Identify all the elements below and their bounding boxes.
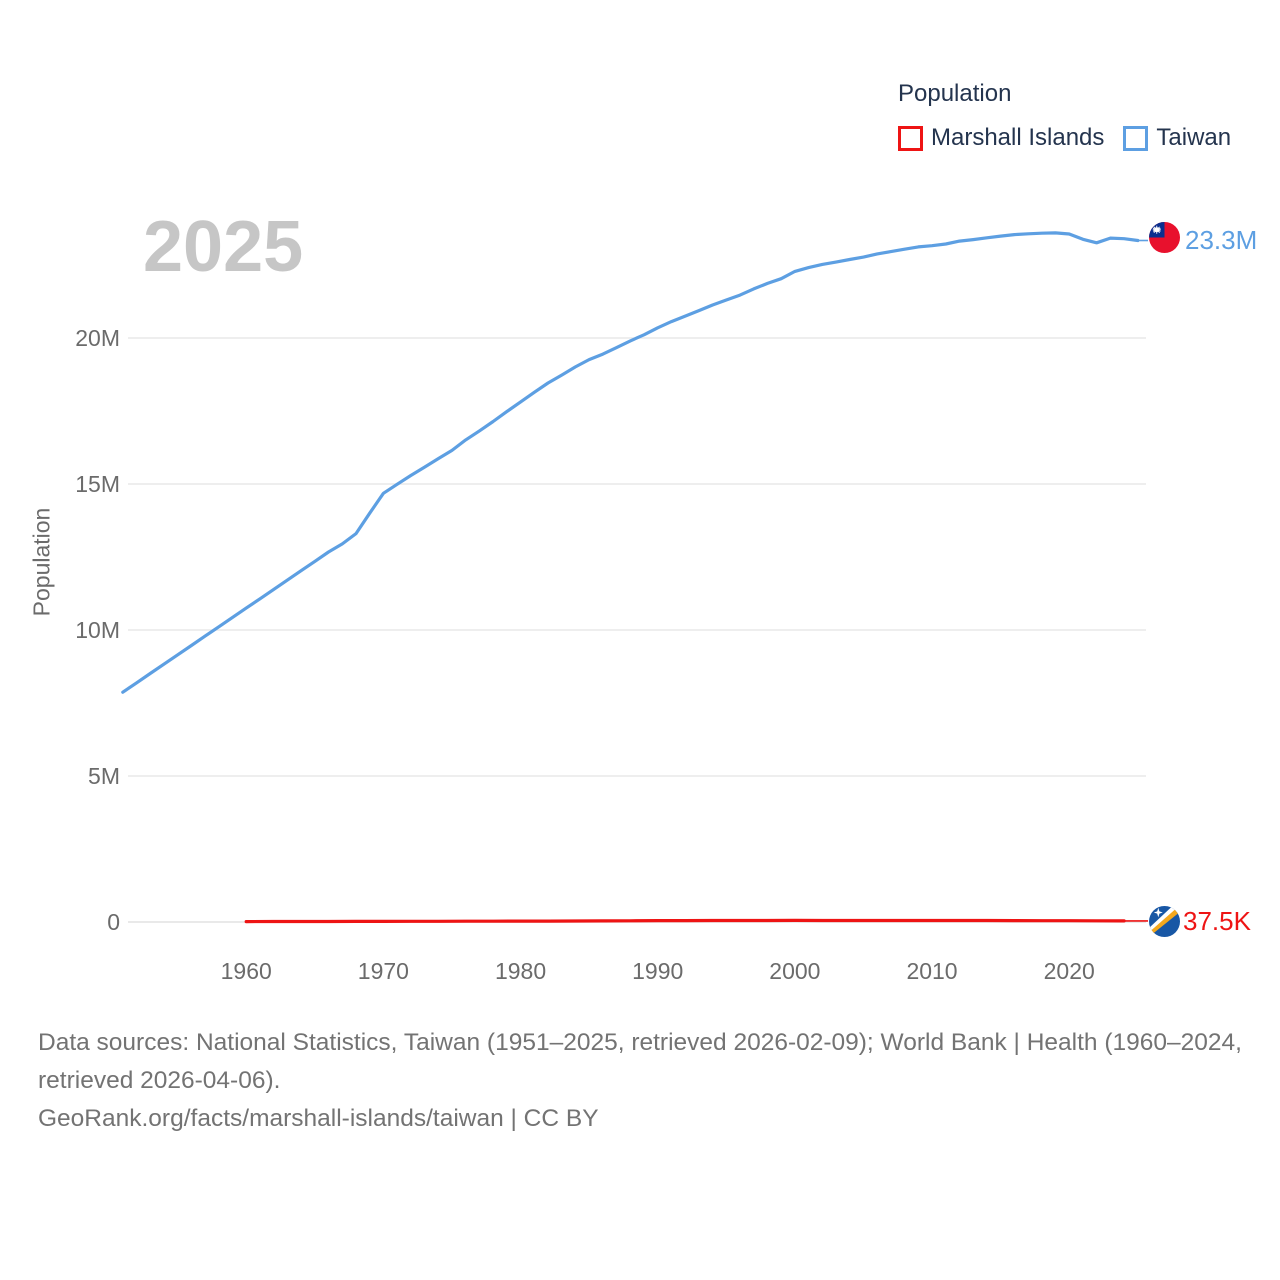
chart-plot-area[interactable]: [0, 0, 1280, 1010]
legend-items: Marshall Islands Taiwan: [898, 124, 1231, 152]
legend-item-label: Taiwan: [1156, 124, 1232, 151]
series-line-marshall-islands[interactable]: [244, 918, 1126, 924]
x-tick-2010: 2010: [906, 958, 958, 984]
legend-item-label: Marshall Islands: [931, 124, 1105, 151]
y-tick-10M: 10M: [75, 617, 120, 643]
legend-item-marshall-islands[interactable]: Marshall Islands: [898, 124, 1104, 152]
x-tick-1980: 1980: [494, 958, 547, 984]
series-line-taiwan[interactable]: [121, 231, 1140, 694]
y-tick-5M: 5M: [88, 763, 120, 789]
watermark-year: 2025: [143, 207, 304, 287]
data-sources-text: Data sources: National Statistics, Taiwa…: [38, 1029, 1242, 1094]
y-tick-15M: 15M: [75, 471, 120, 497]
x-tick-2000: 2000: [769, 958, 821, 984]
attribution-link[interactable]: GeoRank.org/facts/marshall-islands/taiwa…: [38, 1105, 599, 1132]
marshall-islands-flag-icon: [1149, 906, 1180, 937]
x-tick-2020: 2020: [1043, 958, 1095, 984]
footer: Data sources: National Statistics, Taiwa…: [38, 1024, 1253, 1138]
taiwan-flag-icon: [1149, 222, 1180, 253]
x-tick-1990: 1990: [632, 958, 684, 984]
legend-item-taiwan[interactable]: Taiwan: [1123, 124, 1231, 152]
y-tick-0: 0: [107, 909, 120, 935]
legend-swatch-marshall-islands: [898, 125, 923, 151]
legend: Population Marshall Islands Taiwan: [898, 80, 1231, 152]
x-tick-1960: 1960: [220, 958, 272, 984]
legend-title: Population: [898, 80, 1012, 107]
y-tick-20M: 20M: [75, 325, 120, 351]
taiwan-end-value: 23.3M: [1185, 225, 1258, 255]
x-tick-1970: 1970: [357, 958, 409, 984]
y-axis-label: Population: [28, 507, 55, 617]
legend-swatch-taiwan: [1123, 125, 1149, 151]
marshall-end-value: 37.5K: [1183, 906, 1251, 936]
